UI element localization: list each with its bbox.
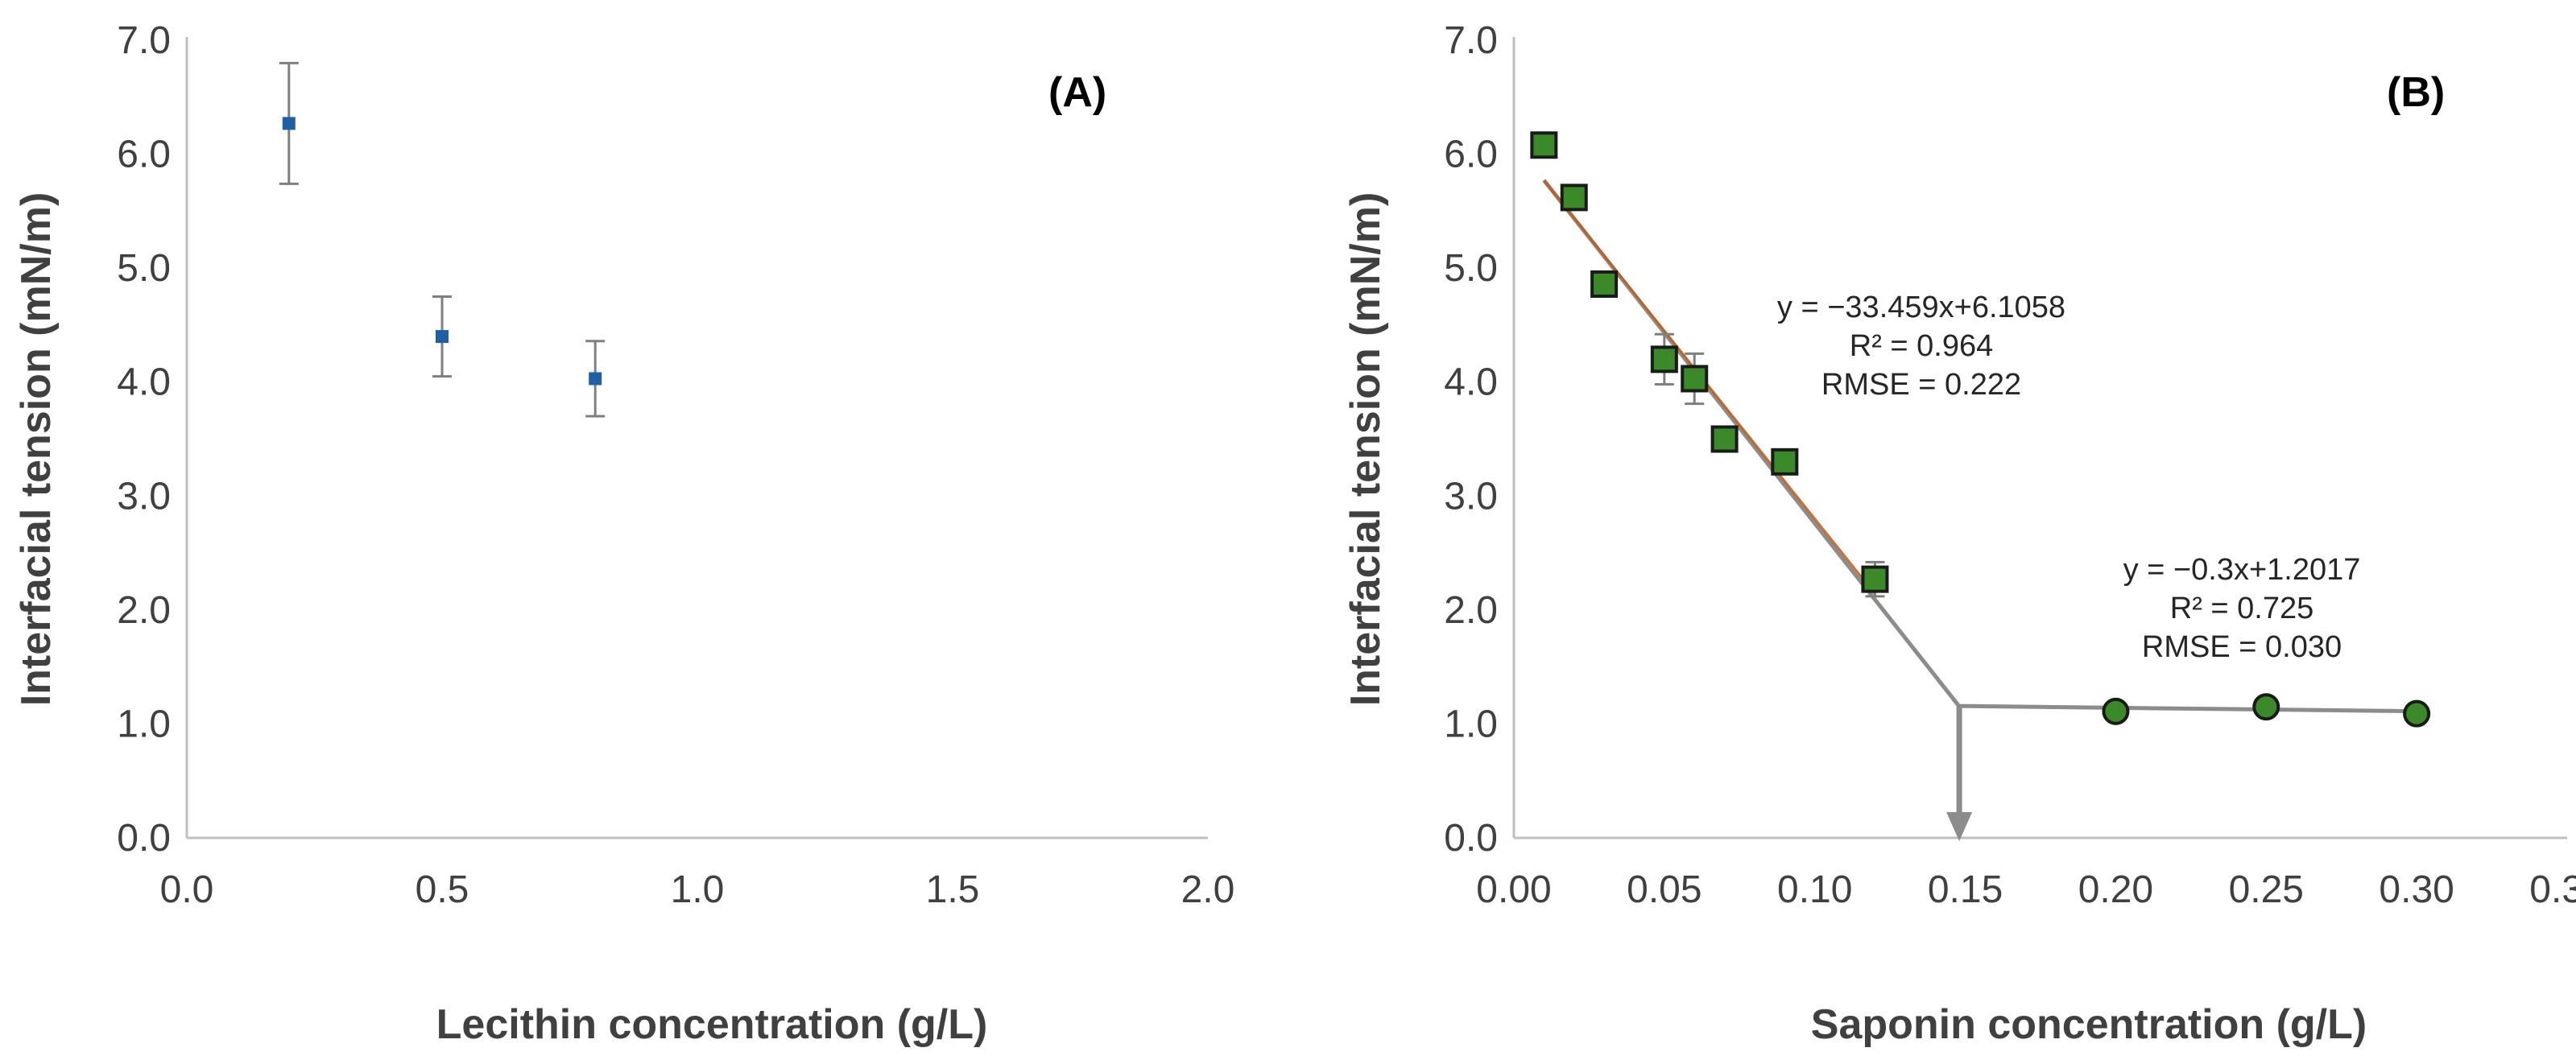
panel-a: 0.0 1.0 2.0 3.0 4.0 5.0 6.0 7.0 0.0 0.5 1.0 1.5 2.0… <box>13 19 1234 1048</box>
fit-line-2 <box>1959 703 2417 714</box>
fit-1-equation: y = −33.459x+6.1058 <box>1777 291 2065 324</box>
panel-b-y-axis-title: Interfacial tension (mN/m) <box>1342 192 1389 707</box>
panel-a-y-tick-label: 4.0 <box>117 361 171 404</box>
data-point <box>1560 184 1588 212</box>
panel-b-x-tick-label: 0.35 <box>2529 868 2576 911</box>
data-point <box>2102 697 2130 725</box>
data-point <box>1590 270 1619 298</box>
panel-a-y-tick-label: 5.0 <box>117 247 171 290</box>
data-point <box>1530 131 1558 159</box>
data-point <box>589 372 602 386</box>
panel-a-y-tick-label: 1.0 <box>117 703 171 745</box>
panel-a-x-tick-label: 1.0 <box>671 868 725 911</box>
panel-b-marks <box>1530 131 2431 728</box>
panel-a-x-axis-title: Lecithin concentration (g/L) <box>436 1001 988 1048</box>
panel-a-x-ticks: 0.0 0.5 1.0 1.5 2.0 <box>160 868 1235 911</box>
panel-a-y-tick-label: 6.0 <box>117 134 171 176</box>
panel-a-y-tick-label: 7.0 <box>117 19 171 62</box>
panel-b-y-tick-label: 5.0 <box>1444 247 1498 290</box>
fit-2-rmse: RMSE = 0.030 <box>2142 630 2342 664</box>
panel-b-y-tick-label: 4.0 <box>1444 361 1498 404</box>
panel-b-y-tick-label: 6.0 <box>1444 134 1498 176</box>
fit-1-r-squared: R² = 0.964 <box>1850 329 1994 363</box>
fit-line-orange <box>1543 179 1876 595</box>
data-point <box>1650 345 1678 373</box>
data-point <box>1710 425 1739 453</box>
panel-b-x-ticks: 0.00 0.05 0.10 0.15 0.20 0.25 0.30 0.35 <box>1476 868 2576 911</box>
panel-b-fit-lines <box>1542 179 2417 841</box>
panel-b-x-tick-label: 0.30 <box>2379 868 2454 911</box>
panel-b-x-tick-label: 0.10 <box>1777 868 1852 911</box>
fit-2-equation: y = −0.3x+1.2017 <box>2123 553 2361 587</box>
panel-b-x-tick-label: 0.25 <box>2229 868 2304 911</box>
cmc-arrow-head <box>1946 812 1973 841</box>
panel-a-marks <box>279 61 606 418</box>
panel-b-y-tick-label: 1.0 <box>1444 703 1498 745</box>
panel-a-y-ticks: 0.0 1.0 2.0 3.0 4.0 5.0 6.0 7.0 <box>117 19 171 860</box>
data-point <box>436 330 449 344</box>
panel-b-y-tick-label: 0.0 <box>1444 817 1498 860</box>
panel-b-label: (B) <box>2387 69 2445 116</box>
data-point <box>282 117 296 130</box>
panel-a-x-tick-label: 0.5 <box>416 868 469 911</box>
panel-a-y-tick-label: 3.0 <box>117 475 171 518</box>
data-point <box>1681 365 1709 393</box>
fit-2-r-squared: R² = 0.725 <box>2170 592 2314 625</box>
panel-a-label: (A) <box>1048 69 1106 116</box>
panel-a-y-tick-label: 2.0 <box>117 589 171 632</box>
panel-b-x-tick-label: 0.20 <box>2078 868 2153 911</box>
panel-b-x-tick-label: 0.15 <box>1928 868 2003 911</box>
data-point <box>2252 693 2280 721</box>
data-point <box>1771 448 1799 476</box>
panel-a-axes <box>185 37 1208 839</box>
panel-b-y-tick-label: 3.0 <box>1444 475 1498 518</box>
panel-a-x-tick-label: 0.0 <box>160 868 214 911</box>
panel-a-y-axis-title: Interfacial tension (mN/m) <box>13 192 60 707</box>
panel-b-x-tick-label: 0.05 <box>1627 868 1701 911</box>
panel-b-y-tick-label: 7.0 <box>1444 19 1498 62</box>
panel-a-y-tick-label: 0.0 <box>117 817 171 860</box>
panel-b-x-axis-title: Saponin concentration (g/L) <box>1811 1001 2367 1048</box>
panel-b-axes <box>1512 37 2567 839</box>
data-point <box>2403 699 2431 728</box>
panel-a-x-tick-label: 2.0 <box>1181 868 1235 911</box>
panel-b-y-ticks: 0.0 1.0 2.0 3.0 4.0 5.0 6.0 7.0 <box>1444 19 1498 860</box>
data-point <box>1861 565 1889 593</box>
panel-a-x-tick-label: 1.5 <box>926 868 980 911</box>
panel-b-y-tick-label: 2.0 <box>1444 589 1498 632</box>
panel-b-x-tick-label: 0.00 <box>1476 868 1551 911</box>
fit-1-rmse: RMSE = 0.222 <box>1821 368 2021 402</box>
panel-b: 0.0 1.0 2.0 3.0 4.0 5.0 6.0 7.0 0.00 0.05 0.10 0.1… <box>1342 19 2576 1048</box>
